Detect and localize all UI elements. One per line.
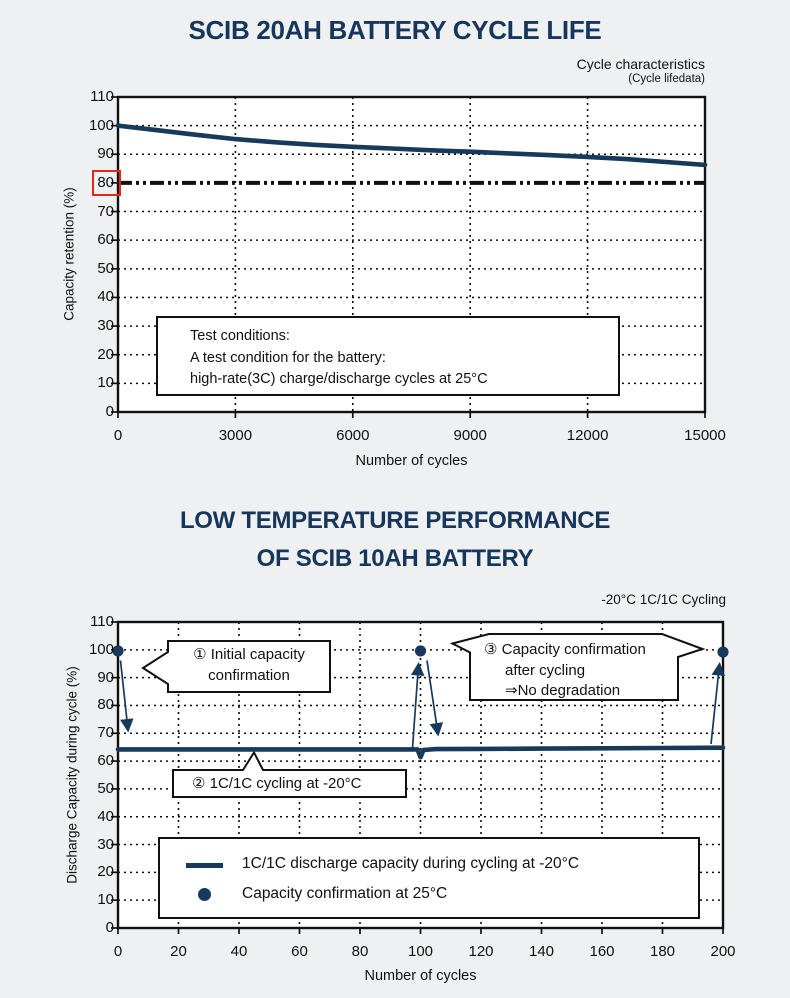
legend-box: 1C/1C discharge capacity during cycling … <box>158 837 700 919</box>
legend-item1-label: 1C/1C discharge capacity during cycling … <box>242 855 580 872</box>
test-conditions-line3: high-rate(3C) charge/discharge cycles at… <box>190 371 488 387</box>
legend-line-sample-icon <box>186 863 223 868</box>
annotation-initial-capacity-line2: confirmation <box>208 667 290 684</box>
annotation-arrow <box>710 661 726 745</box>
chart2-subtitle: -20°C 1C/1C Cycling <box>601 592 726 607</box>
chart1-subtitle-note: (Cycle lifedata) <box>628 73 705 85</box>
annotation-bubble <box>449 633 706 701</box>
confirmation-point-marker <box>414 645 427 657</box>
legend-dot-sample-icon <box>198 888 211 901</box>
chart2-title-line2: OF SCIB 10AH BATTERY <box>256 545 534 572</box>
test-conditions-box: Test conditions: A test condition for th… <box>156 316 620 396</box>
legend-item2-label: Capacity confirmation at 25°C <box>242 885 448 902</box>
chart1-y-axis-title: Capacity retention (%) <box>61 187 77 321</box>
annotation-capacity-confirmation-line2: after cycling <box>505 661 586 679</box>
chart1-x-axis-title: Number of cycles <box>355 453 468 469</box>
chart2-y-axis-title: Discharge Capacity during cycle (%) <box>64 666 80 884</box>
confirmation-point-marker <box>717 646 729 658</box>
annotation-initial-capacity-line1: ① Initial capacity <box>193 646 305 663</box>
annotation-arrow <box>410 661 425 749</box>
chart2-title-line1: LOW TEMPERATURE PERFORMANCE <box>179 507 611 534</box>
chart1-title: SCIB 20AH BATTERY CYCLE LIFE <box>188 15 602 45</box>
annotation-cycling: ② 1C/1C cycling at -20°C <box>192 775 362 792</box>
annotation-initial-capacity: ① Initial capacity confirmation <box>168 644 330 686</box>
chart1-subtitle: Cycle characteristics <box>576 56 705 72</box>
test-conditions-line1: Test conditions: <box>190 328 290 344</box>
chart2-x-axis-title: Number of cycles <box>364 968 477 984</box>
annotation-capacity-confirmation-line3: ⇒No degradation <box>505 682 621 699</box>
annotation-bubble <box>141 640 331 693</box>
annotation-capacity-confirmation-line1: ③ Capacity confirmation <box>484 641 646 658</box>
confirmation-point-marker <box>112 645 124 657</box>
test-conditions-line2: A test condition for the battery: <box>190 349 386 366</box>
annotation-capacity-confirmation: ③ Capacity confirmation after cycling ⇒N… <box>470 640 678 702</box>
ytick-80-highlight-box <box>92 170 121 196</box>
annotation-arrow <box>119 660 134 733</box>
annotation-arrow <box>426 660 444 737</box>
annotation-bubble <box>172 750 407 798</box>
